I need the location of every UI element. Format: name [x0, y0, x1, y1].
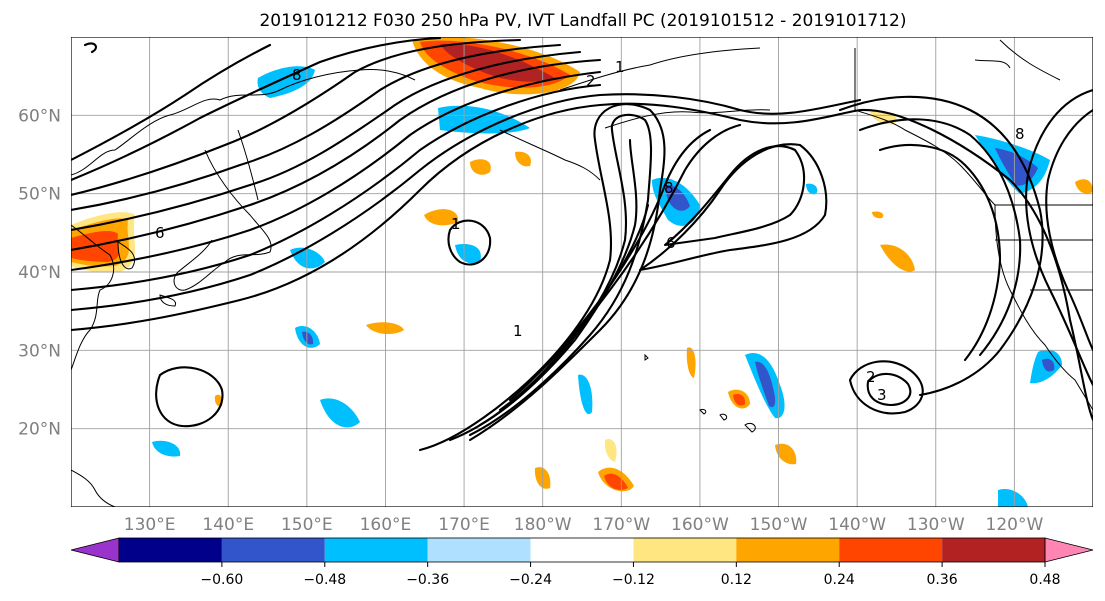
lon-tick-label: 170°W	[592, 515, 650, 535]
lon-tick-label: 140°E	[202, 515, 254, 535]
map-gridlines	[71, 37, 1093, 507]
colorbar-bin	[839, 538, 943, 562]
contour-label: 8	[664, 179, 674, 197]
contour-label: 6	[155, 224, 165, 242]
colorbar-bin	[119, 538, 222, 562]
colorbar-bin	[633, 538, 737, 562]
lon-tick-label: 130°E	[124, 515, 176, 535]
coastlines	[71, 39, 1093, 507]
contour-label: 2	[586, 72, 596, 90]
contour-label: 1	[615, 58, 625, 76]
lon-tick-label: 150°W	[750, 515, 808, 535]
latitude-tick-labels: 20°N 30°N 40°N 50°N 60°N	[18, 106, 61, 439]
contour-label: 6	[666, 234, 676, 252]
lat-tick-label: 40°N	[18, 263, 61, 283]
colorbar-tick-label: 0.12	[721, 572, 752, 588]
colorbar-tick-label: 0.36	[927, 572, 958, 588]
map-panel: 8 1 8 8 2 3 1 1 2 6 6	[71, 37, 1093, 507]
colorbar-bin	[427, 538, 531, 562]
lat-tick-label: 60°N	[18, 106, 61, 126]
colorbar-extend-high	[1044, 537, 1094, 563]
colorbar-tick-label: −0.60	[200, 572, 243, 588]
lat-tick-label: 50°N	[18, 185, 61, 205]
colorbar-bin	[736, 538, 840, 562]
pv-contours	[71, 37, 1093, 452]
colorbar-bin	[530, 538, 634, 562]
colorbar-tick-label: −0.36	[406, 572, 449, 588]
lat-tick-label: 20°N	[18, 420, 61, 440]
colorbar-tick-label: 0.48	[1029, 572, 1060, 588]
contour-labels: 8 1 8 8 2 3 1 1 2 6 6	[155, 58, 1025, 404]
lat-tick-label: 30°N	[18, 341, 61, 361]
contour-label: 1	[451, 215, 461, 233]
colorbar-tick-label: −0.24	[509, 572, 552, 588]
colorbar-tick-label: 0.24	[824, 572, 855, 588]
lon-tick-label: 180°W	[514, 515, 572, 535]
lon-tick-label: 140°W	[828, 515, 886, 535]
lon-tick-label: 120°W	[986, 515, 1044, 535]
contour-label: 1	[513, 322, 523, 340]
figure-title: 2019101212 F030 250 hPa PV, IVT Landfall…	[259, 11, 906, 31]
lon-tick-label: 130°W	[907, 515, 965, 535]
colorbar: −0.60 −0.48 −0.36 −0.24 −0.12 0.12 0.24 0.36 0.4…	[70, 537, 1094, 588]
colorbar-outline	[118, 537, 1046, 563]
colorbar-bin	[324, 538, 428, 562]
lon-tick-label: 170°E	[438, 515, 490, 535]
colorbar-tick-label: −0.48	[303, 572, 346, 588]
lon-tick-label: 150°E	[281, 515, 333, 535]
longitude-tick-labels: 130°E 140°E 150°E 160°E 170°E 180°W 170°W 160°W…	[124, 515, 1044, 535]
colorbar-tick-label: −0.12	[612, 572, 655, 588]
contour-label: 8	[292, 66, 302, 84]
lon-tick-label: 160°E	[360, 515, 412, 535]
contour-label: 3	[877, 386, 887, 404]
contour-label: 8	[1015, 125, 1025, 143]
colorbar-extend-low	[70, 537, 120, 563]
colorbar-bin	[942, 538, 1045, 562]
contour-label: 2	[866, 368, 876, 386]
colorbar-bin	[221, 538, 325, 562]
lon-tick-label: 160°W	[671, 515, 729, 535]
